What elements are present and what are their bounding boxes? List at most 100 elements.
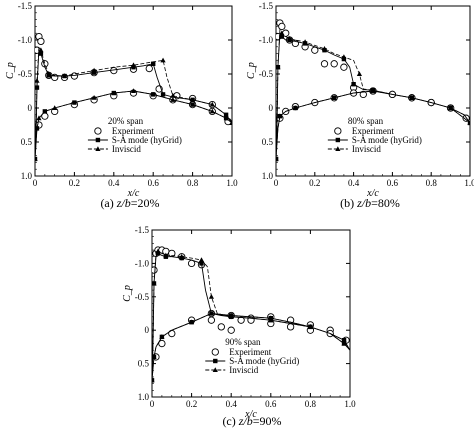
- x-tick-label: 0.6: [265, 399, 277, 409]
- data-point: [95, 137, 101, 143]
- data-point: [409, 95, 415, 100]
- legend-entry: Inviscid: [112, 144, 141, 154]
- data-point: [334, 127, 342, 135]
- data-point: [38, 51, 44, 56]
- data-point: [286, 323, 295, 331]
- data-point: [227, 326, 235, 334]
- data-point: [467, 120, 470, 125]
- y-axis-label: C_p: [122, 285, 133, 302]
- caption-variable: z/b: [238, 414, 253, 428]
- x-tick-label: 0: [274, 178, 279, 188]
- data-point: [151, 61, 156, 66]
- data-point: [130, 62, 137, 68]
- caption-prefix: (c): [222, 414, 238, 428]
- y-tick-label: -0.5: [18, 69, 33, 79]
- data-point: [331, 95, 337, 100]
- series-2: [152, 248, 350, 383]
- chart-panel-0: -1.5-1.0-0.500.51.00 0.2 0.4 0.6 0.8 1.0x/cC_…: [5, 1, 238, 210]
- data-point: [229, 120, 232, 125]
- y-tick-label: -1.5: [135, 225, 150, 235]
- data-point: [228, 312, 234, 318]
- x-axis-label: x/c: [244, 409, 257, 420]
- data-point: [341, 56, 347, 62]
- panel-caption: (c) z/b=90%: [222, 414, 281, 428]
- x-axis-label: x/c: [127, 188, 140, 199]
- data-point: [448, 105, 454, 110]
- legend-entry: Experiment: [352, 126, 394, 136]
- y-tick-label: -1.5: [259, 1, 274, 11]
- data-point: [212, 367, 218, 372]
- x-tick-label: 1.0: [226, 178, 238, 188]
- x-axis-label: x/c: [366, 188, 379, 199]
- data-point: [72, 100, 77, 105]
- data-point: [320, 60, 329, 68]
- data-point: [213, 358, 218, 364]
- data-point: [179, 253, 185, 259]
- data-point: [335, 137, 341, 143]
- data-point: [160, 92, 166, 97]
- data-point: [279, 30, 285, 36]
- x-tick-label: 0.6: [387, 178, 399, 188]
- data-point: [237, 316, 245, 324]
- data-point: [207, 316, 216, 324]
- data-point: [152, 354, 157, 359]
- series-line: [152, 250, 350, 381]
- caption-variable: z/b: [356, 196, 371, 210]
- caption-suffix: =80%: [371, 196, 400, 210]
- data-point: [302, 39, 308, 45]
- data-point: [340, 63, 348, 71]
- series-0: [35, 32, 232, 129]
- y-tick-label: 0.5: [262, 137, 274, 147]
- series-group: [35, 32, 232, 162]
- y-tick-label: 1.0: [21, 171, 33, 181]
- x-tick-label: 0: [150, 399, 155, 409]
- data-point: [145, 64, 153, 73]
- series-0: [276, 19, 470, 122]
- y-tick-label: -1.0: [18, 35, 33, 45]
- legend-entry: Inviscid: [229, 365, 258, 375]
- data-point: [341, 340, 347, 346]
- y-tick-label: -1.0: [135, 258, 150, 268]
- data-point: [209, 101, 215, 107]
- data-point: [35, 85, 40, 90]
- y-tick-label: -0.5: [259, 69, 274, 79]
- y-tick-label: 1.0: [138, 392, 150, 402]
- caption-prefix: (a): [100, 196, 116, 210]
- data-point: [268, 315, 274, 321]
- x-tick-label: 0.4: [348, 178, 360, 188]
- x-tick-label: 0.2: [186, 399, 197, 409]
- data-point: [341, 54, 347, 59]
- data-point: [46, 71, 52, 76]
- data-point: [130, 88, 137, 93]
- y-axis-label: C_p: [5, 62, 16, 79]
- data-point: [61, 73, 68, 79]
- x-tick-label: 0.2: [309, 178, 320, 188]
- y-tick-label: -0.5: [135, 292, 150, 302]
- data-point: [36, 115, 42, 121]
- data-point: [321, 46, 328, 51]
- data-point: [38, 47, 44, 53]
- data-point: [276, 156, 279, 161]
- data-point: [35, 78, 40, 83]
- data-point: [209, 108, 215, 114]
- data-point: [91, 70, 97, 75]
- data-point: [131, 65, 136, 70]
- y-tick-label: 0: [145, 325, 150, 335]
- data-point: [351, 82, 356, 87]
- legend-entry: Experiment: [112, 126, 154, 136]
- x-tick-label: 0.8: [305, 399, 317, 409]
- data-point: [37, 37, 45, 46]
- panel-caption: (b) z/b=80%: [340, 196, 400, 210]
- caption-prefix: (b): [340, 196, 357, 210]
- data-point: [111, 90, 116, 96]
- series-2: [35, 45, 232, 161]
- chart-panel-1: -1.5-1.0-0.500.51.00 0.2 0.4 0.6 0.8 1.0x/cC_…: [246, 1, 474, 210]
- y-tick-label: -1.5: [18, 1, 33, 11]
- data-point: [160, 57, 166, 63]
- legend-title: 20% span: [108, 116, 144, 126]
- data-point: [286, 35, 293, 41]
- data-point: [359, 90, 367, 99]
- legend-entry: S-A mode (hyGrid): [229, 356, 299, 366]
